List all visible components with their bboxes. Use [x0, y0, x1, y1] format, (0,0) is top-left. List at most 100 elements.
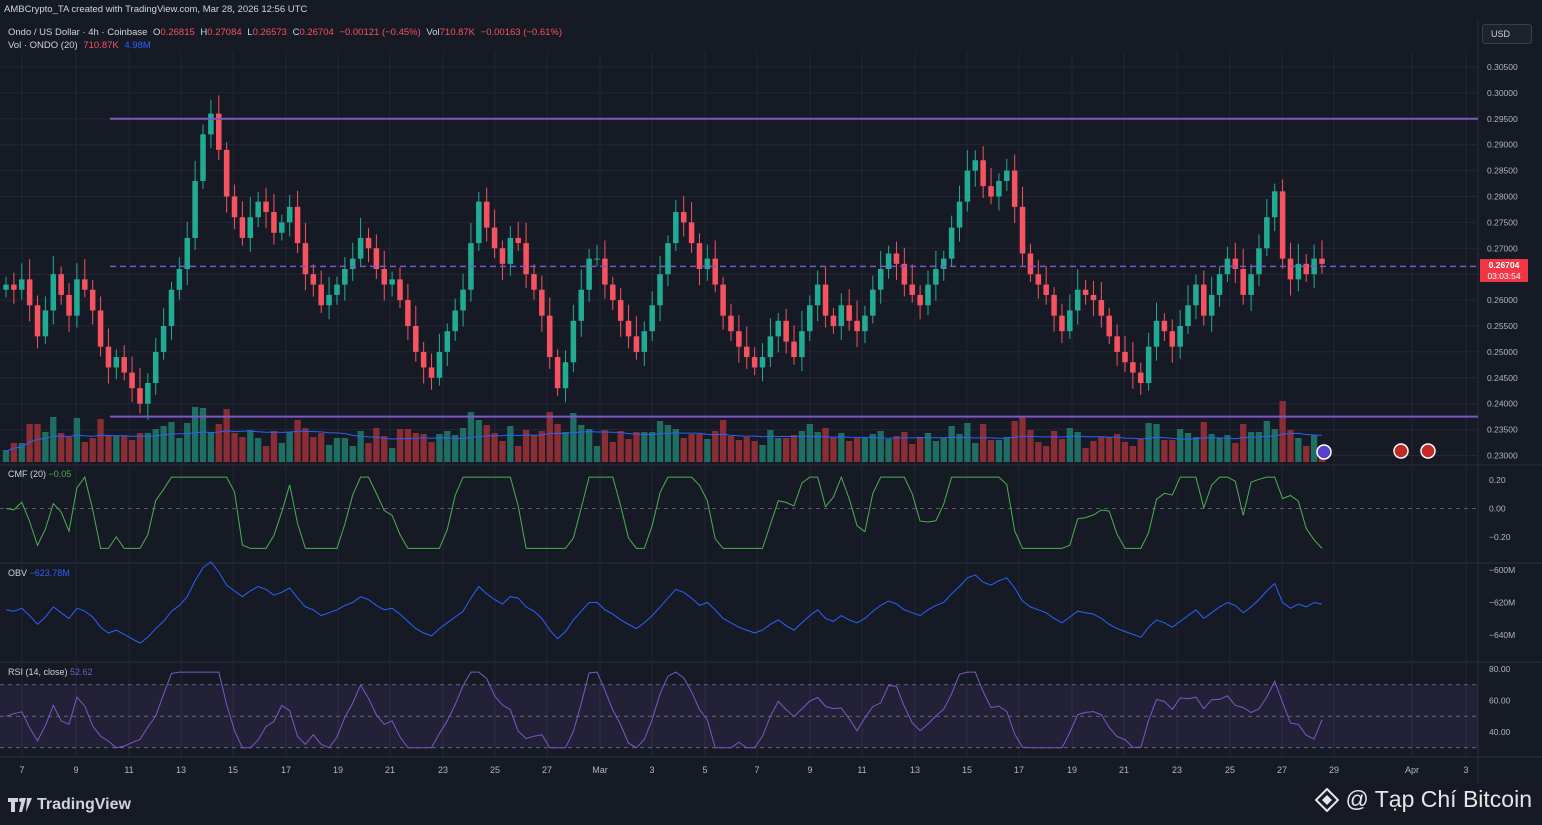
- candle-body-54: [428, 367, 435, 378]
- candle-body-109: [862, 315, 868, 332]
- candle-body-22: [176, 269, 183, 290]
- candle-body-117: [925, 284, 931, 306]
- volume-bar-69: [546, 412, 553, 462]
- volume-bar-41: [325, 445, 333, 462]
- x-tick-17-19: 17: [1014, 765, 1024, 775]
- volume-bar-119: [940, 438, 947, 462]
- candle-body-89: [704, 258, 711, 270]
- candle-body-162: [1279, 191, 1286, 259]
- volume-bar-40: [318, 433, 325, 462]
- candle-body-164: [1295, 263, 1302, 280]
- candle-body-34: [271, 212, 277, 233]
- candle-body-9: [74, 279, 80, 316]
- candle-body-47: [373, 248, 380, 270]
- cmf-line: [5, 475, 1323, 549]
- y-tick-0.28000: 0.28000: [1487, 192, 1518, 202]
- volume-bar-23: [184, 423, 191, 462]
- currency-button[interactable]: USD: [1482, 24, 1532, 44]
- candle-body-145: [1145, 346, 1152, 383]
- volume-bar-136: [1074, 432, 1081, 462]
- candle-body-154: [1216, 274, 1223, 295]
- volume-bar-44: [349, 446, 356, 462]
- open-value: 0.26815: [160, 27, 195, 38]
- volume-bar-146: [1153, 424, 1160, 462]
- candle-body-33: [263, 201, 269, 213]
- close-value: 0.26704: [299, 27, 334, 38]
- volume-bar-52: [412, 433, 419, 462]
- volume-bar-151: [1192, 437, 1200, 462]
- volume-bar-137: [1082, 448, 1089, 462]
- y-tick-0.27000: 0.27000: [1487, 243, 1518, 253]
- obv-legend: OBV −623.78M: [8, 568, 70, 578]
- volume-bar-140: [1106, 437, 1113, 462]
- candle-body-44: [349, 258, 356, 270]
- volume-bar-122: [964, 423, 971, 462]
- volume-bar-79: [625, 439, 632, 462]
- x-tick-Apr-26: Apr: [1405, 765, 1419, 775]
- x-tick-29-25: 29: [1329, 765, 1339, 775]
- candle-body-50: [397, 279, 403, 301]
- volume-bar-54: [428, 442, 435, 462]
- rsi-line: [5, 671, 1323, 749]
- volume-bar-108: [853, 438, 861, 462]
- candle-body-61: [483, 201, 490, 228]
- event-flag-icon-2: [1420, 443, 1436, 459]
- rsi-value: 52.62: [70, 667, 93, 677]
- candle-body-4: [34, 305, 41, 337]
- candle-body-17: [137, 388, 143, 404]
- volume-bar-155: [1224, 435, 1231, 462]
- volume-bar-112: [885, 439, 892, 462]
- cmf-title: CMF (20): [8, 469, 46, 479]
- volume-bar-67: [530, 435, 538, 462]
- publisher-watermark: @ Tạp Chí Bitcoin: [1315, 786, 1532, 813]
- x-tick-3-27: 3: [1463, 765, 1468, 775]
- obv-value: −623.78M: [29, 568, 70, 578]
- candle-body-110: [870, 289, 876, 316]
- candle-body-40: [318, 284, 324, 306]
- candle-body-11: [89, 289, 96, 311]
- volume-bar-3: [26, 424, 33, 462]
- last-price: 0.26704: [1488, 260, 1520, 270]
- x-tick-7-0: 7: [19, 765, 24, 775]
- volume-bar-0: [2, 450, 10, 462]
- candle-body-122: [964, 170, 971, 202]
- candle-body-88: [696, 243, 703, 270]
- volume-bar-101: [798, 431, 806, 462]
- volume-bar-145: [1145, 423, 1152, 462]
- candle-body-157: [1240, 269, 1246, 295]
- tradingview-logo[interactable]: TradingView: [8, 796, 131, 814]
- volume-bar-123: [972, 443, 979, 462]
- volume-bar-158: [1247, 432, 1255, 462]
- candle-body-101: [799, 331, 805, 358]
- candle-body-97: [767, 336, 774, 358]
- x-tick-9-15: 9: [807, 765, 812, 775]
- candle-body-69: [546, 315, 553, 358]
- volume-bar-165: [1303, 446, 1310, 462]
- candle-body-79: [625, 320, 632, 337]
- candle-body-161: [1271, 191, 1278, 218]
- candle-body-53: [420, 351, 427, 368]
- y-tick-0.29000: 0.29000: [1487, 140, 1518, 150]
- volume-bar-163: [1287, 430, 1294, 462]
- volume-bar-12: [97, 419, 104, 462]
- volume-bar-60: [475, 420, 482, 462]
- volume-bar-104: [822, 428, 829, 462]
- volume-bar-102: [806, 424, 813, 462]
- high-value: 0.27084: [207, 27, 242, 38]
- volume-bar-81: [641, 432, 648, 462]
- volume-bar-71: [562, 432, 569, 462]
- close-label: C: [292, 27, 300, 38]
- candle-body-68: [539, 289, 545, 316]
- vol-value: 710.87K: [439, 27, 476, 38]
- volume-bar-51: [404, 429, 412, 462]
- candle-body-82: [649, 305, 655, 332]
- y-tick-0.24000: 0.24000: [1487, 399, 1518, 409]
- candle-body-128: [1011, 170, 1018, 207]
- candle-body-137: [1082, 289, 1089, 295]
- candle-body-134: [1059, 315, 1065, 332]
- x-tick-5-13: 5: [702, 765, 707, 775]
- cmf-y-tick-1: 0.00: [1489, 504, 1506, 514]
- volume-bar-21: [168, 422, 175, 462]
- candle-body-142: [1122, 351, 1128, 363]
